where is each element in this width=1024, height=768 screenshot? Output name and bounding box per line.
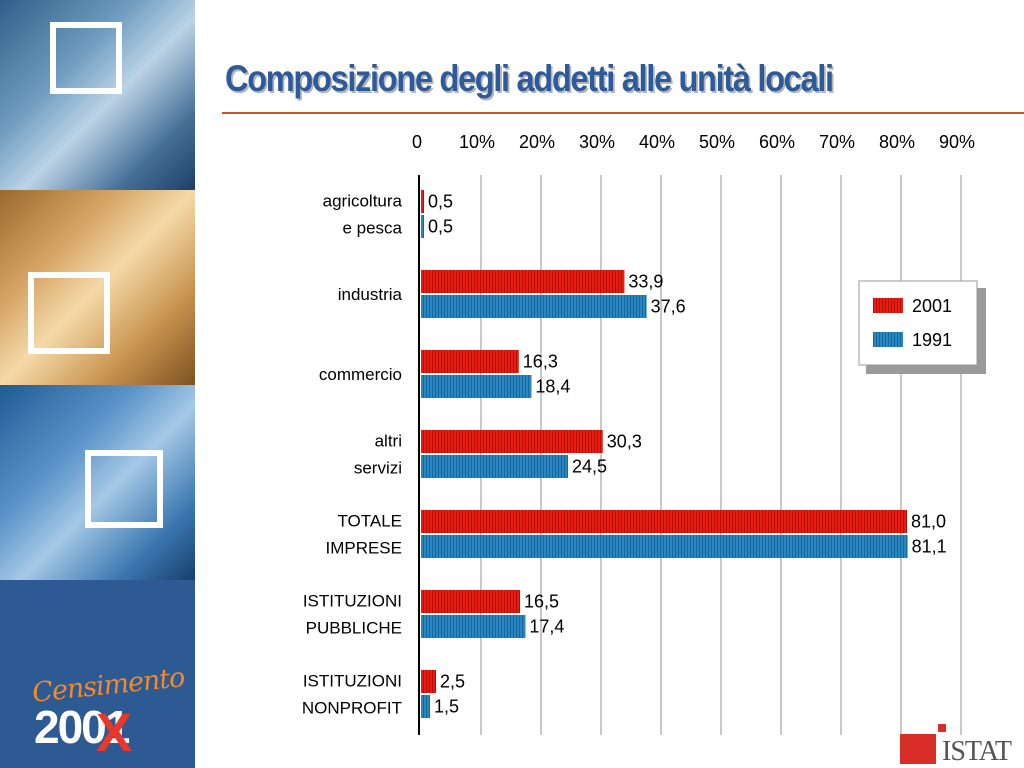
- legend-label-2001: 2001: [912, 296, 952, 316]
- value-label-1991-2: 18,4: [535, 377, 570, 397]
- value-label-2001-5: 16,5: [524, 592, 559, 612]
- bar-2001-4: [421, 510, 907, 533]
- legend-swatch-1991: [873, 332, 903, 347]
- x-tick-label-80: 80%: [879, 132, 915, 152]
- value-label-2001-3: 30,3: [607, 432, 642, 452]
- value-label-1991-3: 24,5: [572, 457, 607, 477]
- bar-2001-5: [421, 590, 520, 613]
- bar-2001-3: [421, 430, 603, 453]
- value-label-1991-5: 17,4: [529, 617, 564, 637]
- category-label-5-1: PUBBLICHE: [306, 619, 402, 638]
- photo-frame: [50, 22, 122, 94]
- bar-2001-0: [421, 190, 424, 213]
- category-label-6-0: ISTITUZIONI: [303, 672, 402, 691]
- x-tick-label-20: 20%: [519, 132, 555, 152]
- x-tick-label-40: 40%: [639, 132, 675, 152]
- category-label-5-0: ISTITUZIONI: [303, 592, 402, 611]
- photo-frame: [28, 272, 110, 354]
- bar-2001-6: [421, 670, 436, 693]
- clock-photo: [0, 190, 195, 385]
- census-logo-panel: [0, 580, 195, 768]
- bar-2001-2: [421, 350, 519, 373]
- value-label-1991-4: 81,1: [912, 537, 947, 557]
- gears-photo: [0, 385, 195, 580]
- x-tick-label-10: 10%: [459, 132, 495, 152]
- istat-logo: ISTAT: [898, 722, 1024, 768]
- bar-1991-4: [421, 535, 908, 558]
- istat-logo-text: ISTAT: [942, 736, 1012, 767]
- page-title: Composizione degli addetti alle unità lo…: [225, 58, 834, 99]
- category-label-4-1: IMPRESE: [325, 539, 402, 558]
- category-label-6-1: NONPROFIT: [302, 699, 402, 718]
- category-label-3-1: servizi: [354, 459, 402, 478]
- x-tick-label-90: 90%: [939, 132, 975, 152]
- decorative-sidebar: Censimento 2001 X: [0, 0, 195, 768]
- x-tick-label-30: 30%: [579, 132, 615, 152]
- census-cross-mark: X: [96, 703, 133, 763]
- category-label-0-1: e pesca: [342, 219, 402, 238]
- x-tick-label-70: 70%: [819, 132, 855, 152]
- category-label-1-0: industria: [338, 285, 403, 304]
- value-label-2001-6: 2,5: [440, 672, 465, 692]
- category-label-4-0: TOTALE: [337, 512, 402, 531]
- bar-1991-1: [421, 295, 647, 318]
- bar-2001-1: [421, 270, 625, 293]
- value-label-1991-6: 1,5: [434, 697, 459, 717]
- category-label-2-0: commercio: [319, 365, 402, 384]
- x-tick-label-60: 60%: [759, 132, 795, 152]
- legend-swatch-2001: [873, 298, 903, 313]
- category-label-3-0: altri: [375, 432, 402, 451]
- title-divider: [222, 112, 1024, 114]
- value-label-2001-2: 16,3: [523, 352, 558, 372]
- value-label-1991-1: 37,6: [651, 297, 686, 317]
- value-label-2001-1: 33,9: [628, 272, 663, 292]
- bar-1991-6: [421, 695, 430, 718]
- value-label-2001-4: 81,0: [911, 512, 946, 532]
- istat-logo-mark-accent: [938, 724, 946, 732]
- bar-1991-2: [421, 375, 532, 398]
- market-photo: [0, 0, 195, 190]
- x-tick-label-50: 50%: [699, 132, 735, 152]
- istat-logo-mark: [900, 734, 936, 764]
- value-label-1991-0: 0,5: [428, 217, 453, 237]
- photo-frame: [85, 450, 163, 528]
- legend-label-1991: 1991: [912, 330, 952, 350]
- legend-box: [858, 280, 978, 366]
- bar-1991-5: [421, 615, 526, 638]
- category-label-0-0: agricoltura: [323, 192, 403, 211]
- bar-1991-0: [421, 215, 424, 238]
- bar-1991-3: [421, 455, 568, 478]
- value-label-2001-0: 0,5: [428, 192, 453, 212]
- x-tick-label-0: 0: [412, 132, 422, 152]
- census-year-text: 2001: [34, 701, 130, 753]
